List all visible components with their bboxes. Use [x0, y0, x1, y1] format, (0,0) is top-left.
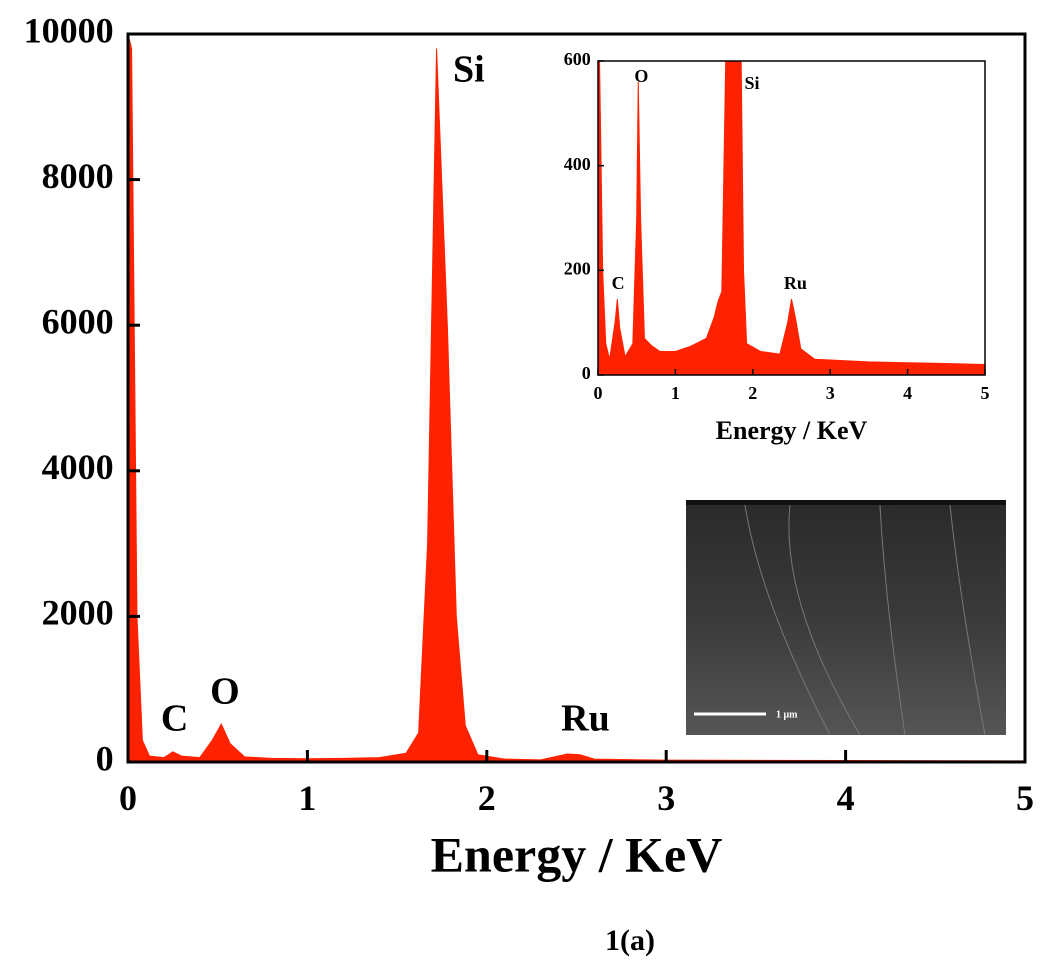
sem-fiber: [788, 504, 861, 736]
x-tick-label: 2: [478, 778, 496, 818]
x-tick-label: 1: [298, 778, 316, 818]
x-tick-label: 4: [837, 778, 855, 818]
caption: 1(a): [605, 924, 655, 957]
x-tick-label: 5: [1016, 778, 1034, 818]
peak-label: O: [210, 671, 240, 713]
peak-label: Ru: [561, 698, 610, 740]
peak-label: Si: [745, 73, 760, 93]
peak-label: C: [161, 698, 188, 740]
x-axis-label: Energy / KeV: [716, 416, 868, 445]
x-axis-label: Energy / KeV: [431, 826, 723, 882]
scale-label: 1 μm: [776, 709, 798, 720]
spectrum-area: [598, 61, 985, 375]
sem-fiber: [949, 504, 986, 736]
plot-frame: [597, 60, 986, 376]
x-tick-label: 4: [903, 383, 912, 403]
y-tick-label: 0: [582, 363, 591, 383]
y-tick-label: 0: [96, 738, 114, 778]
y-tick-label: 2000: [42, 593, 114, 633]
y-tick-label: 10000: [24, 10, 114, 50]
spectrum-area: [128, 34, 1025, 762]
y-tick-label: 200: [564, 258, 591, 278]
peak-label: Si: [453, 48, 485, 90]
x-tick-label: 1: [671, 383, 680, 403]
peak-label: Ru: [784, 273, 807, 293]
plot-frame: [126, 32, 1027, 764]
x-tick-label: 2: [748, 383, 757, 403]
sem-top-edge: [686, 500, 1006, 505]
peak-label: O: [634, 66, 648, 86]
y-tick-label: 6000: [42, 301, 114, 341]
sem-fiber: [879, 504, 906, 736]
peak-label: C: [612, 273, 625, 293]
sem-background: [686, 500, 1006, 735]
y-tick-label: 400: [564, 154, 591, 174]
sem-fiber: [744, 504, 831, 736]
x-tick-label: 3: [657, 778, 675, 818]
y-tick-label: 8000: [42, 156, 114, 196]
sem-image: 1 μm: [686, 500, 1006, 736]
x-tick-label: 0: [594, 383, 603, 403]
y-tick-label: 4000: [42, 447, 114, 487]
y-tick-label: 600: [564, 49, 591, 69]
x-tick-label: 3: [826, 383, 835, 403]
x-tick-label: 5: [981, 383, 990, 403]
x-tick-label: 0: [119, 778, 137, 818]
